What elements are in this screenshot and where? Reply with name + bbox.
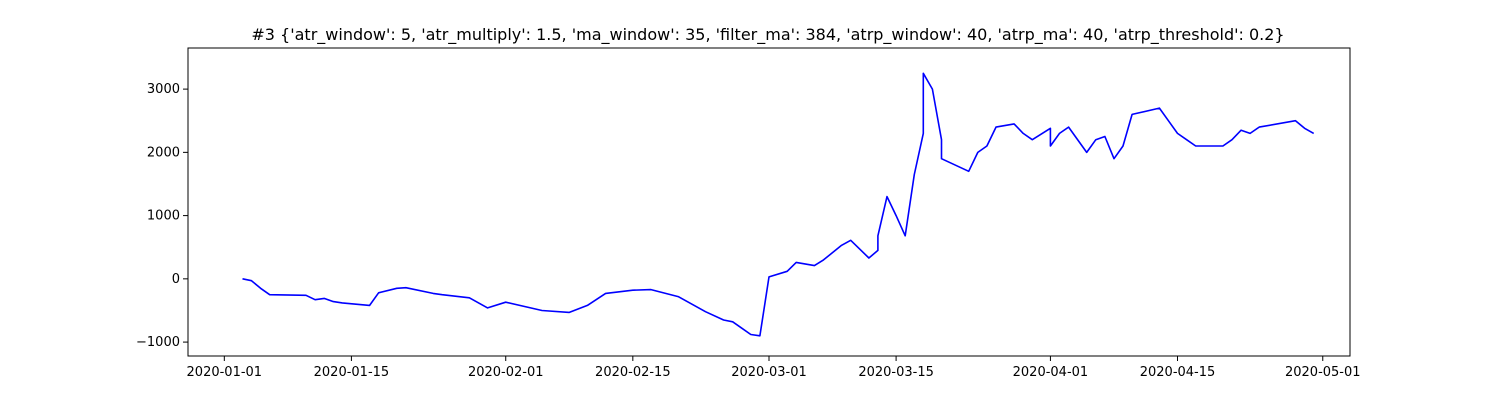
x-tick-label: 2020-04-15: [1140, 365, 1216, 380]
x-tick-label: 2020-04-01: [1013, 365, 1089, 380]
chart-title: #3 {'atr_window': 5, 'atr_multiply': 1.5…: [251, 25, 1284, 45]
y-tick-label: 3000: [147, 82, 180, 97]
x-tick-label: 2020-01-01: [187, 365, 263, 380]
y-tick-label: 1000: [147, 209, 180, 224]
y-tick-label: 0: [172, 272, 180, 287]
y-axis: −1000 0 1000 2000 3000: [136, 82, 188, 350]
x-tick-label: 2020-02-15: [595, 365, 671, 380]
x-tick-label: 2020-03-01: [731, 365, 807, 380]
series-line: [242, 72, 1315, 337]
x-tick-label: 2020-03-15: [858, 365, 934, 380]
y-tick-label: −1000: [136, 335, 180, 350]
plot-area: [242, 72, 1315, 337]
x-tick-label: 2020-01-15: [314, 365, 390, 380]
x-tick-label: 2020-05-01: [1285, 365, 1361, 380]
x-axis: 2020-01-01 2020-01-15 2020-02-01 2020-02-15…: [187, 356, 1361, 380]
x-tick-label: 2020-02-01: [468, 365, 544, 380]
y-tick-label: 2000: [147, 145, 180, 160]
axes-frame: [187, 47, 1351, 357]
